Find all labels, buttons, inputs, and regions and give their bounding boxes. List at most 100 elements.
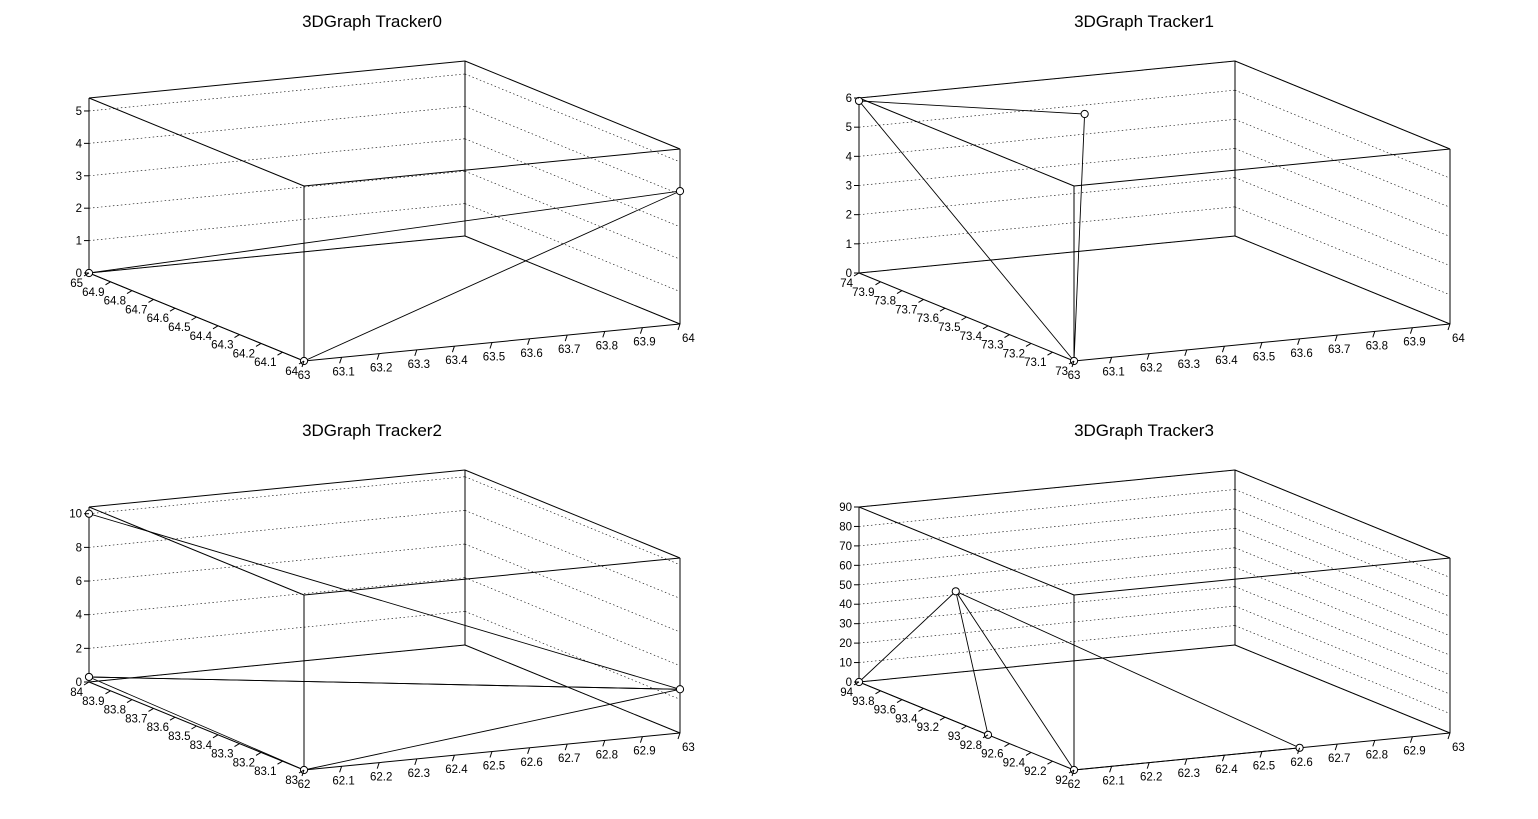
y-tick [1025,751,1032,756]
z-tick-label: 0 [76,268,82,280]
x-tick-label: 63.4 [445,355,468,367]
x-tick [1297,338,1301,345]
x-tick-label: 63.8 [596,340,618,352]
y-tick [896,290,903,295]
x-tick-label: 62.8 [1366,749,1388,761]
z-tick-label: 60 [839,560,852,572]
x-tick-label: 63.2 [1140,363,1162,375]
grid-line [1234,586,1451,675]
z-tick-label: 50 [839,580,852,592]
grid-line [1234,528,1451,617]
frame-edge [303,557,681,596]
x-tick [1334,743,1338,751]
x-tick-label: 63 [1068,370,1081,382]
data-point [951,587,960,596]
z-tick-label: 10 [839,658,852,670]
grid-line [464,577,681,666]
x-tick-label: 62 [1068,779,1081,791]
frame-edge [858,469,1236,508]
y-tick-label: 73.2 [1003,348,1025,360]
grid-line [88,138,466,177]
frame-edge [88,235,466,274]
z-tick-label: 0 [846,268,852,280]
x-tick [376,353,380,360]
y-tick [277,351,283,356]
grid-line [88,170,466,209]
z-tick-label: 5 [846,122,852,134]
z-tick-label: 2 [76,643,82,655]
frame-edge [464,644,681,734]
y-tick [255,342,262,347]
y-tick-label: 83.3 [211,749,233,761]
z-tick-label: 80 [839,521,852,533]
surface-triangle [87,190,681,362]
x-tick [564,743,568,751]
frame-edge [858,97,1075,187]
chart-title: 3DGraph Tracker3 [1074,421,1214,440]
y-tick-label: 83.5 [168,731,190,743]
grid-line [1234,625,1451,714]
grid-line [858,148,1236,186]
grid-line [88,611,466,649]
y-tick-label: 93.2 [917,722,939,734]
frame-edge [464,60,681,150]
y-tick-label: 64.7 [125,304,147,316]
z-tick-label: 0 [846,677,852,689]
y-tick-label: 93 [948,731,961,743]
y-tick-label: 93.6 [874,705,896,717]
y-tick [169,716,176,721]
y-tick-label: 64.1 [254,357,276,369]
y-tick [875,690,881,695]
grid-line [88,577,466,615]
y-tick-label: 64.4 [190,331,213,343]
y-tick [1004,743,1010,748]
z-tick-label: 90 [839,502,852,514]
grid-line [1234,508,1451,598]
grid-line [464,106,681,195]
y-tick [1068,360,1075,365]
grid-line [1234,148,1451,237]
grid-line [88,476,466,515]
x-tick [602,740,606,747]
y-tick-label: 93.4 [895,713,918,725]
y-tick-label: 83.4 [190,740,213,752]
z-tick-label: 6 [846,93,852,105]
frame-edge [88,97,305,187]
x-tick [451,755,455,762]
y-tick [234,743,240,748]
y-tick [1047,351,1053,356]
y-tick [212,325,219,330]
y-tick-label: 74 [840,278,853,290]
z-tick-label: 4 [76,138,83,150]
x-tick [1109,766,1113,773]
x-tick-label: 62 [298,779,311,791]
x-tick-label: 62.9 [1403,746,1425,758]
z-tick-label: 1 [76,236,82,248]
x-tick-label: 63.5 [1253,352,1275,364]
x-tick-label: 63.9 [633,337,655,349]
y-tick [853,681,860,686]
grid-line [464,611,681,700]
x-tick [639,327,643,334]
y-tick-label: 64.8 [104,296,126,308]
grid-line [1234,89,1451,179]
z-tick-label: 6 [76,576,82,588]
y-tick-label: 73.5 [938,322,960,334]
x-tick-label: 63.3 [1178,359,1200,371]
frame-edge [88,469,466,508]
grid-line [464,543,681,633]
y-tick [298,360,305,365]
grid-line [1234,547,1451,637]
z-tick-label: 8 [76,542,82,554]
frame-edge [858,60,1236,99]
y-tick-label: 73.9 [852,287,874,299]
frame-edge [88,644,466,683]
y-tick [939,307,946,312]
grid-line [464,510,681,599]
y-tick [982,325,989,330]
grid-line [858,489,1236,527]
frame-edge [88,506,305,596]
y-tick [853,272,860,277]
z-tick-label: 3 [76,171,82,183]
